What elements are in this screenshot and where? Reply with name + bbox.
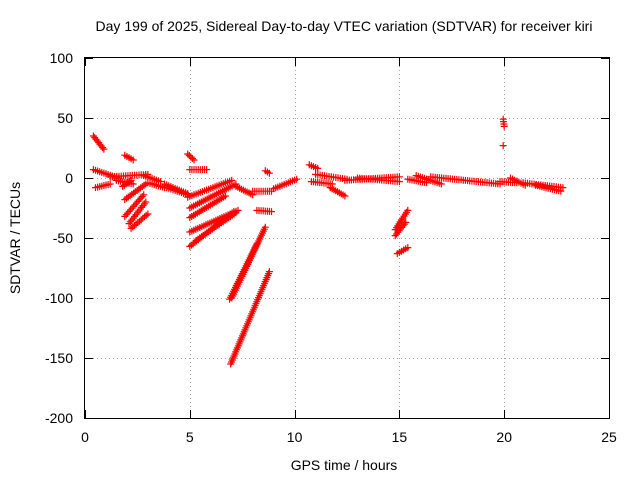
data-segment bbox=[354, 174, 403, 186]
data-point-markers bbox=[270, 175, 301, 193]
data-point-markers bbox=[391, 218, 410, 240]
data-segment bbox=[89, 132, 108, 153]
data-point-markers bbox=[412, 172, 445, 188]
y-tick-label: 100 bbox=[50, 50, 74, 66]
y-axis-label: SDTVAR / TECUs bbox=[7, 182, 23, 294]
data-segment bbox=[184, 176, 236, 201]
data-segment bbox=[192, 209, 240, 244]
data-segment bbox=[140, 172, 164, 186]
y-tick-label: -200 bbox=[45, 410, 73, 426]
data-point-markers bbox=[127, 210, 152, 232]
y-tick-label: -100 bbox=[45, 290, 73, 306]
data-segment bbox=[92, 180, 114, 192]
data-segment bbox=[393, 244, 412, 258]
data-point-markers bbox=[499, 115, 508, 130]
data-point-markers bbox=[391, 206, 412, 234]
data-segment bbox=[186, 166, 211, 174]
data-point-markers bbox=[226, 240, 261, 303]
data-point-markers bbox=[121, 180, 150, 204]
data-point-markers bbox=[253, 206, 275, 216]
plot-frame bbox=[84, 57, 610, 419]
data-point-markers bbox=[163, 184, 192, 199]
data-segment bbox=[127, 210, 152, 232]
data-segment bbox=[499, 142, 507, 150]
x-tick-label: 25 bbox=[601, 429, 617, 445]
y-tick-label: -150 bbox=[45, 350, 73, 366]
data-point-markers bbox=[125, 198, 150, 228]
data-point-markers bbox=[140, 172, 164, 186]
data-segment bbox=[184, 150, 198, 164]
data-segment bbox=[227, 268, 273, 368]
data-segment bbox=[391, 206, 412, 234]
data-segment bbox=[307, 178, 336, 188]
data-segment bbox=[532, 181, 565, 195]
data-point-markers bbox=[186, 192, 229, 222]
data-segment bbox=[163, 184, 192, 199]
data-segment bbox=[412, 172, 445, 188]
x-tick-label: 15 bbox=[392, 429, 408, 445]
data-segment bbox=[186, 192, 229, 222]
y-axis-ticks: 100 50 0 -50 -100 -150 -200 bbox=[45, 50, 609, 426]
data-point-markers bbox=[326, 184, 349, 200]
data-point-markers bbox=[427, 173, 504, 188]
x-tick-label: 10 bbox=[287, 429, 303, 445]
x-tick-label: 5 bbox=[186, 429, 194, 445]
data-segment bbox=[232, 182, 257, 199]
data-segment bbox=[326, 184, 349, 200]
data-segment bbox=[391, 218, 410, 240]
data-point-markers bbox=[232, 182, 257, 199]
data-point-markers bbox=[92, 180, 114, 192]
x-tick-label: 0 bbox=[81, 429, 89, 445]
y-tick-label: -50 bbox=[53, 230, 73, 246]
data-point-markers bbox=[89, 132, 108, 153]
data-segment bbox=[186, 180, 240, 212]
data-segment bbox=[119, 176, 135, 190]
data-point-markers bbox=[499, 142, 507, 150]
data-points bbox=[89, 115, 567, 368]
data-point-markers bbox=[261, 167, 273, 177]
data-point-markers bbox=[121, 191, 148, 220]
data-point-markers bbox=[307, 178, 336, 188]
data-point-markers bbox=[184, 150, 198, 164]
data-point-markers bbox=[184, 176, 236, 201]
data-segment bbox=[249, 187, 275, 195]
x-axis-ticks: 0 5 10 15 20 25 bbox=[81, 58, 617, 445]
x-tick-label: 20 bbox=[496, 429, 512, 445]
data-point-markers bbox=[186, 180, 240, 212]
grid-lines bbox=[85, 58, 609, 418]
y-tick-label: 0 bbox=[65, 170, 73, 186]
chart-title: Day 199 of 2025, Sidereal Day-to-day VTE… bbox=[96, 18, 593, 34]
data-point-markers bbox=[404, 175, 431, 187]
data-segment bbox=[261, 167, 273, 177]
data-point-markers bbox=[249, 187, 275, 195]
data-segment bbox=[121, 180, 150, 204]
data-point-markers bbox=[121, 151, 137, 164]
data-point-markers bbox=[532, 181, 565, 195]
data-point-markers bbox=[354, 174, 403, 186]
data-point-markers bbox=[186, 166, 211, 174]
x-axis-label: GPS time / hours bbox=[291, 457, 398, 473]
data-segment bbox=[499, 115, 508, 130]
data-point-markers bbox=[305, 161, 322, 172]
y-tick-label: 50 bbox=[57, 110, 73, 126]
data-point-markers bbox=[393, 244, 412, 258]
data-segment bbox=[125, 198, 150, 228]
data-segment bbox=[121, 191, 148, 220]
data-segment bbox=[226, 240, 261, 303]
data-segment bbox=[253, 206, 275, 216]
data-segment bbox=[121, 151, 137, 164]
data-point-markers bbox=[227, 268, 273, 368]
data-segment bbox=[305, 161, 322, 172]
data-point-markers bbox=[192, 209, 240, 244]
data-point-markers bbox=[119, 176, 135, 190]
data-segment bbox=[270, 175, 301, 193]
data-segment bbox=[404, 175, 431, 187]
data-segment bbox=[427, 173, 504, 188]
